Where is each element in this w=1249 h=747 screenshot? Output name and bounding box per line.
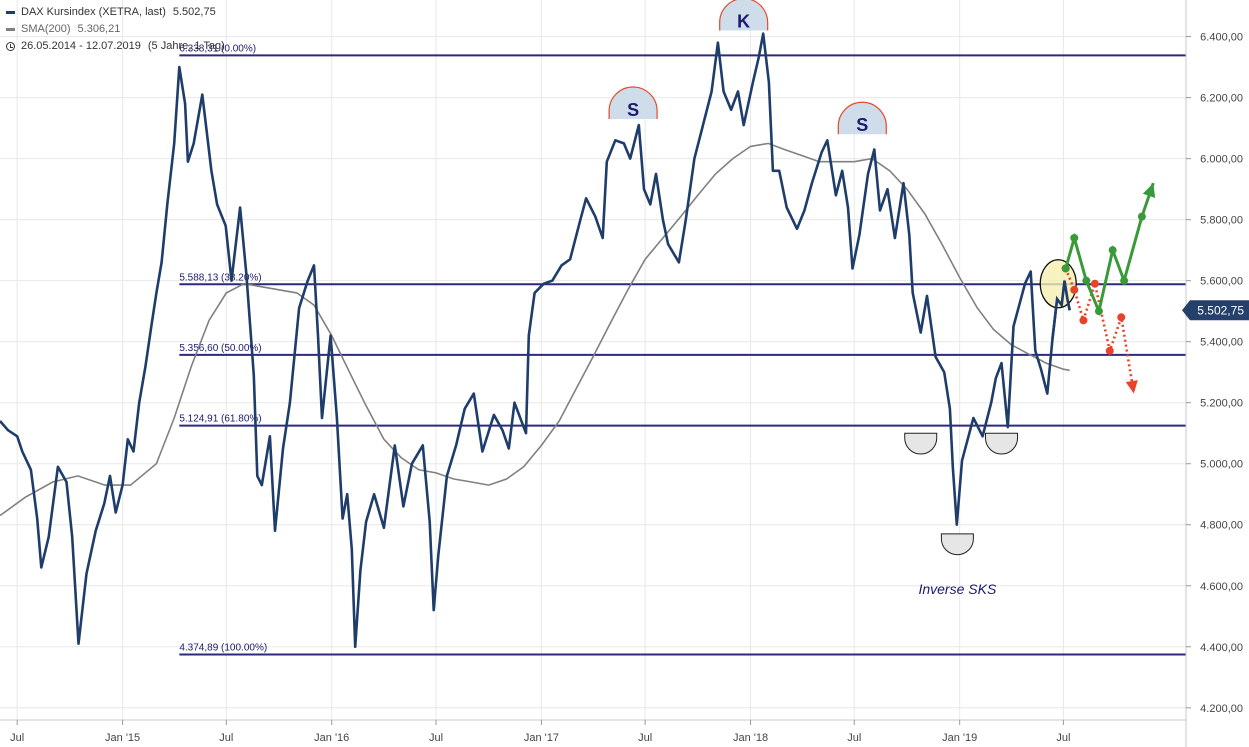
- fib-label-1: 5.588,13 (38.20%): [179, 272, 261, 283]
- shoulder-head-marker-0: [609, 86, 658, 119]
- x-tick-label: Jul: [1056, 732, 1070, 744]
- marker-letter-1: K: [737, 12, 750, 32]
- shoulder-head-marker-2: [838, 102, 887, 135]
- y-tick-label: 4.400,00: [1200, 642, 1243, 654]
- bearish-point-4: [1105, 346, 1114, 355]
- sma-200-line: [0, 142, 1070, 517]
- legend-main: DAX Kursindex (XETRA, last) 5.502,75: [6, 4, 225, 21]
- legend-sma-value: 5.306,21: [77, 23, 121, 35]
- dax-price-line: [0, 32, 1071, 649]
- pattern-label: Inverse SKS: [918, 581, 996, 597]
- x-tick-label: Jan '18: [733, 732, 768, 744]
- legend-range-dates: 26.05.2014 - 12.07.2019: [21, 40, 141, 52]
- y-tick-label: 5.000,00: [1200, 459, 1243, 471]
- y-tick-label: 5.200,00: [1200, 398, 1243, 410]
- legend-sma: SMA(200) 5.306,21: [6, 21, 225, 38]
- shoulder-head-marker-edge-1: [719, 0, 769, 31]
- inverse-shoulder-marker-1: [940, 533, 974, 556]
- bearish-point-2: [1079, 316, 1088, 325]
- legend-main-name: DAX Kursindex (XETRA, last): [21, 6, 166, 18]
- x-tick-label: Jan '17: [524, 732, 559, 744]
- bearish-point-5: [1117, 313, 1126, 322]
- x-tick-label: Jul: [10, 732, 24, 744]
- bullish-point-3: [1094, 307, 1103, 316]
- legend-sma-swatch: [6, 28, 15, 31]
- x-tick-label: Jul: [219, 732, 233, 744]
- marker-letter-2: S: [856, 115, 868, 135]
- y-tick-label: 4.200,00: [1200, 703, 1243, 715]
- x-tick-label: Jan '16: [314, 732, 349, 744]
- fib-label-2: 5.356,60 (50.00%): [179, 343, 261, 354]
- dax-price-line-recent: [1051, 280, 1071, 339]
- fib-label-3: 5.124,91 (61.80%): [179, 414, 261, 425]
- forecast-paths: [1039, 182, 1156, 394]
- marker-letter-0: S: [627, 100, 639, 120]
- bullish-point-4: [1108, 246, 1117, 255]
- y-tick-label: 4.800,00: [1200, 520, 1243, 532]
- y-tick-label: 6.200,00: [1200, 93, 1243, 105]
- fibonacci-levels: 6.338,31 (0.00%) 5.588,13 (38.20%) 5.356,6…: [179, 43, 1186, 656]
- x-tick-label: Jul: [847, 732, 861, 744]
- y-tick-label: 6.000,00: [1200, 154, 1243, 166]
- bullish-point-0: [1061, 264, 1070, 273]
- current-value-label: 5.502,75: [1197, 303, 1244, 317]
- fib-label-0: 6.338,31 (0.00%): [179, 43, 256, 54]
- bullish-arrowhead: [1142, 183, 1156, 198]
- clock-icon: [6, 42, 15, 51]
- pattern-markers: S K S Inverse SKS: [608, 0, 1019, 597]
- legend-main-swatch: [6, 11, 15, 14]
- series-lines: [0, 32, 1071, 649]
- bearish-point-1: [1070, 285, 1079, 294]
- legend-range-desc: (5 Jahre, 1 Tag): [147, 40, 225, 52]
- shoulder-head-marker-1: [719, 0, 768, 31]
- x-tick-label: Jul: [429, 732, 443, 744]
- y-tick-label: 5.600,00: [1200, 276, 1243, 288]
- bearish-arrowhead: [1125, 380, 1138, 394]
- inverse-shoulder-marker-2: [985, 432, 1019, 455]
- bearish-point-3: [1090, 279, 1099, 288]
- inverse-shoulder-marker-0: [904, 432, 938, 455]
- x-tick-label: Jan '19: [942, 732, 977, 744]
- y-axis-panel: [1186, 0, 1249, 747]
- legend-main-value: 5.502,75: [172, 6, 216, 18]
- y-tick-label: 5.800,00: [1200, 215, 1243, 227]
- legend-sma-name: SMA(200): [21, 23, 71, 35]
- bullish-point-1: [1070, 233, 1079, 242]
- fib-label-4: 4.374,89 (100.00%): [179, 642, 267, 653]
- bullish-point-5: [1120, 276, 1129, 285]
- shoulder-head-marker-edge-2: [837, 101, 887, 135]
- y-tick-label: 5.400,00: [1200, 337, 1243, 349]
- shoulder-head-marker-edge-0: [608, 86, 658, 119]
- legend: DAX Kursindex (XETRA, last) 5.502,75 SMA…: [6, 4, 225, 55]
- bullish-scenario-path: [1064, 182, 1155, 317]
- y-tick-label: 6.400,00: [1200, 32, 1243, 44]
- grid: [0, 0, 1186, 720]
- y-tick-label: 4.600,00: [1200, 581, 1243, 593]
- legend-range: 26.05.2014 - 12.07.2019 (5 Jahre, 1 Tag): [6, 38, 225, 55]
- x-tick-label: Jul: [638, 732, 652, 744]
- x-tick-label: Jan '15: [105, 732, 140, 744]
- bullish-point-6: [1137, 212, 1146, 221]
- bullish-point-2: [1082, 276, 1091, 285]
- current-value-box: [1182, 300, 1249, 321]
